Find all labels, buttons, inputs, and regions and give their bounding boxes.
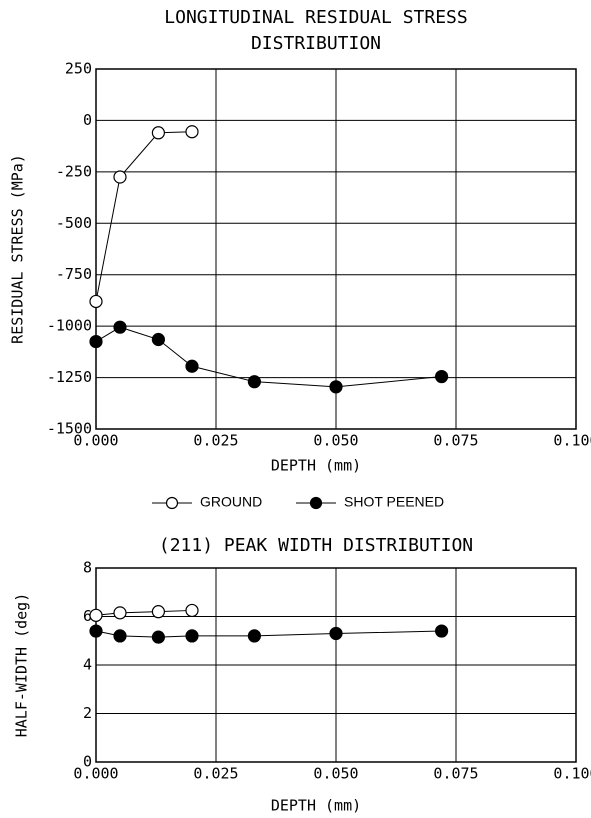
y-tick-label: 250 [65,60,92,78]
data-point [329,380,343,394]
y-tick-label: 0 [83,753,92,771]
data-point [89,624,103,638]
x-tick-label: 0.025 [193,765,238,783]
data-point [113,606,127,620]
y-tick-label: 6 [83,607,92,625]
data-point [113,170,127,184]
x-tick-label: 0.050 [313,432,358,450]
data-point [435,624,449,638]
data-point [113,629,127,643]
plot-frame [95,68,577,430]
data-point [89,294,103,309]
data-point [151,126,165,140]
data-point [151,332,165,347]
y-tick-label: 2 [83,704,92,722]
chart-title: (211) PEAK WIDTH DISTRIBUTION [159,535,473,556]
series-line [95,131,193,302]
x-axis-label: DEPTH (mm) [271,457,361,475]
y-tick-label: -500 [56,214,92,232]
x-axis-label: DEPTH (mm) [271,797,361,815]
data-point [151,605,165,619]
y-tick-label: -250 [56,162,92,180]
data-point [185,629,199,643]
x-tick-label: 0.050 [313,765,358,783]
y-tick-label: 4 [83,656,92,674]
x-tick-label: 0.000 [73,765,118,783]
series-line [95,630,442,638]
data-point [435,369,449,384]
y-tick-label: 8 [83,559,92,577]
data-point [89,334,103,349]
x-tick-label: 0.025 [193,432,238,450]
y-axis-label: HALF-WIDTH (deg) [13,593,31,738]
legend-label: SHOT PEENED [344,494,444,510]
chart-title: LONGITUDINAL RESIDUAL STRESS [164,7,467,28]
data-point [247,375,261,389]
data-point [185,125,199,139]
x-tick-label: 0.075 [433,432,478,450]
y-axis-label: RESIDUAL STRESS (MPa) [9,154,27,344]
data-point [89,608,103,622]
y-tick-label: -1250 [47,368,92,386]
chart-title: DISTRIBUTION [251,33,381,54]
data-point [247,629,261,643]
y-tick-label: -1000 [47,317,92,335]
legend-marker [165,496,179,510]
x-tick-label: 0.100 [553,432,591,450]
y-tick-label: -1500 [47,420,92,438]
x-tick-label: 0.100 [553,765,591,783]
legend-marker [309,496,323,510]
data-point [151,630,165,644]
x-tick-label: 0.075 [433,765,478,783]
plot-frame [95,567,577,763]
y-tick-label: 0 [83,111,92,129]
data-point [329,626,343,641]
series-line [95,609,193,616]
data-point [185,359,199,373]
data-point [113,320,127,334]
legend-label: GROUND [200,494,262,510]
y-tick-label: -750 [56,265,92,283]
x-tick-label: 0.000 [73,432,118,450]
data-point [185,603,199,618]
